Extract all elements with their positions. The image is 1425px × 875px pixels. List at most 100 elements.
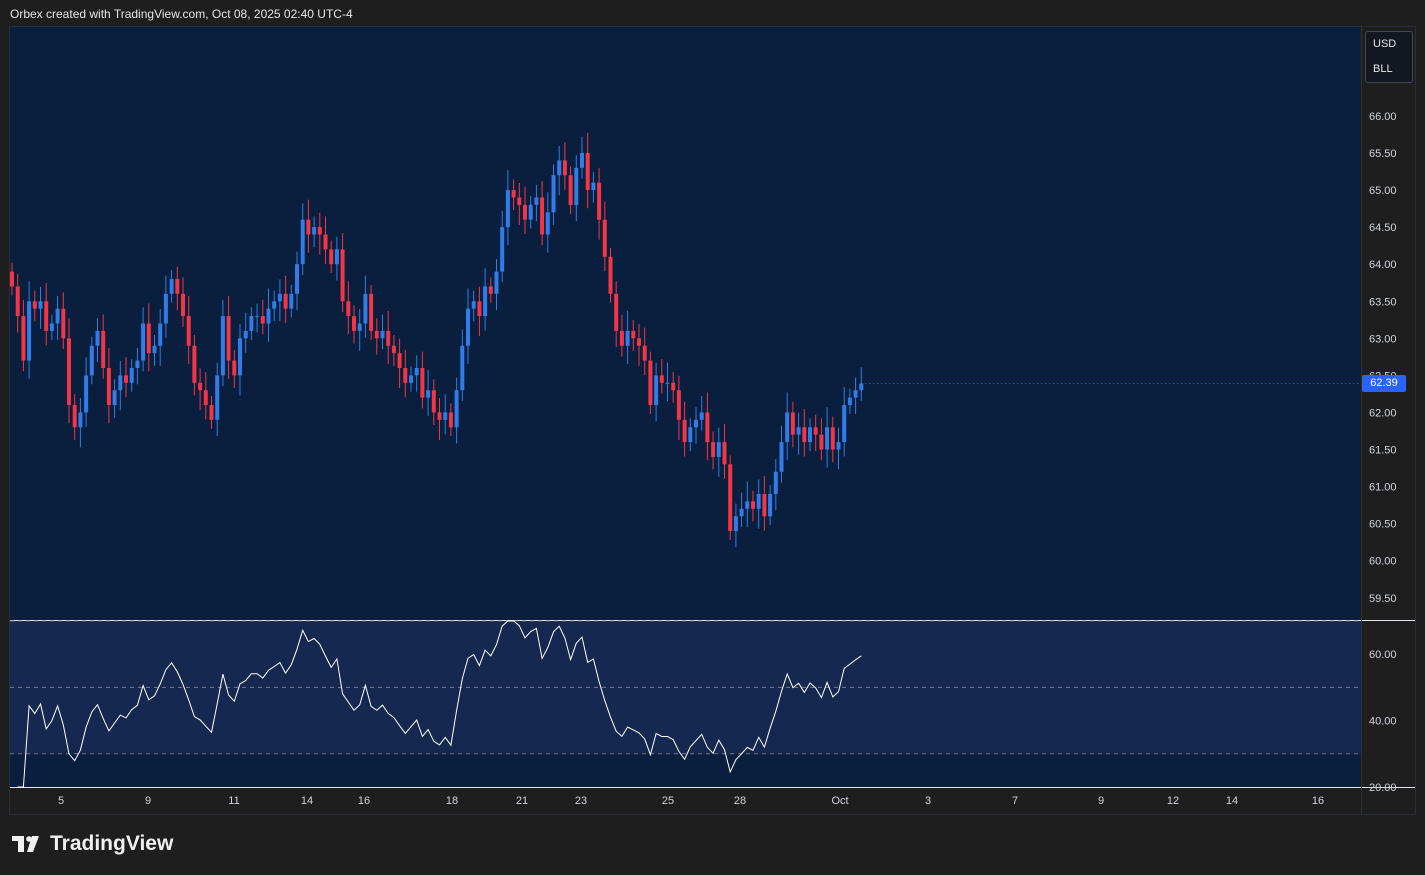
candle-body bbox=[186, 316, 191, 346]
time-tick-label: 9 bbox=[1098, 795, 1104, 807]
candle-body bbox=[124, 375, 128, 383]
candle-body bbox=[642, 345, 647, 361]
candle-body bbox=[614, 293, 619, 331]
price-tick-label: 60.00 bbox=[1369, 556, 1397, 568]
time-tick-label: 23 bbox=[575, 795, 587, 807]
candle-body bbox=[756, 493, 761, 509]
candle-body bbox=[226, 316, 231, 361]
candle-body bbox=[471, 301, 476, 309]
candle-body bbox=[574, 167, 579, 205]
candle-body bbox=[32, 301, 37, 309]
time-tick-label: 16 bbox=[1312, 795, 1324, 807]
candle-body bbox=[625, 330, 630, 346]
candle-body bbox=[608, 256, 613, 294]
candle-body bbox=[112, 390, 117, 406]
candle-body bbox=[380, 330, 385, 339]
candle-body bbox=[118, 375, 123, 391]
candle-body bbox=[232, 360, 237, 376]
candle-body bbox=[317, 227, 322, 235]
candle-body bbox=[10, 271, 14, 287]
time-tick-label: 16 bbox=[358, 795, 370, 807]
candle-body bbox=[728, 464, 733, 532]
candle-body bbox=[830, 427, 835, 450]
price-tick-label: 64.00 bbox=[1369, 259, 1397, 271]
price-tick-label: 64.50 bbox=[1369, 222, 1397, 234]
last-price-tag: 62.39 bbox=[1362, 374, 1406, 392]
candle-body bbox=[192, 345, 197, 383]
candle-body bbox=[676, 390, 681, 420]
time-tick-label: 21 bbox=[516, 795, 528, 807]
candle-body bbox=[716, 442, 721, 457]
candle-body bbox=[796, 427, 801, 435]
candle-body bbox=[72, 405, 77, 428]
candle-body bbox=[517, 197, 522, 205]
tradingview-logo-text: TradingView bbox=[50, 832, 174, 855]
candle-body bbox=[152, 345, 157, 354]
candle-body bbox=[181, 293, 185, 317]
candle-body bbox=[78, 412, 83, 428]
candle-body bbox=[209, 405, 214, 420]
candle-body bbox=[21, 316, 26, 361]
candle-body bbox=[722, 442, 727, 465]
candle-body bbox=[135, 360, 140, 368]
time-tick-label: 7 bbox=[1012, 795, 1018, 807]
time-tick-label: 12 bbox=[1167, 795, 1179, 807]
candle-body bbox=[323, 234, 328, 250]
candle-body bbox=[243, 330, 248, 339]
rsi-tick-label: 40.00 bbox=[1369, 716, 1397, 728]
time-tick-label: 9 bbox=[145, 795, 151, 807]
candle-body bbox=[346, 301, 351, 317]
candle-body bbox=[443, 412, 448, 420]
candle-body bbox=[420, 367, 425, 398]
time-tick-label: 11 bbox=[228, 795, 239, 807]
candle-body bbox=[523, 204, 527, 220]
candle-body bbox=[454, 390, 459, 428]
candle-body bbox=[391, 345, 396, 354]
candle-body bbox=[277, 293, 282, 302]
candle-body bbox=[203, 390, 208, 406]
candle-body bbox=[694, 419, 698, 428]
candle-body bbox=[409, 375, 413, 383]
candle-body bbox=[266, 308, 271, 324]
candle-body bbox=[585, 153, 590, 191]
candle-body bbox=[106, 367, 111, 406]
candle-body bbox=[790, 412, 795, 435]
symbol-badge[interactable]: USD BLL bbox=[1365, 31, 1413, 83]
candle-body bbox=[169, 279, 174, 294]
price-tick-label: 63.00 bbox=[1369, 333, 1397, 345]
candle-body bbox=[15, 286, 20, 317]
candle-body bbox=[369, 293, 374, 331]
candle-body bbox=[597, 182, 602, 220]
candle-body bbox=[745, 501, 750, 509]
price-tick-label: 60.50 bbox=[1369, 519, 1397, 531]
symbol-line-1: USD bbox=[1373, 38, 1397, 50]
candle-body bbox=[836, 442, 841, 450]
candle-body bbox=[163, 293, 168, 324]
candle-body bbox=[591, 182, 596, 191]
candle-body bbox=[312, 227, 317, 235]
candle-body bbox=[859, 383, 864, 391]
candle-body bbox=[431, 390, 436, 413]
price-tick-label: 59.50 bbox=[1369, 593, 1397, 605]
candle-body bbox=[38, 301, 43, 309]
candle-body bbox=[631, 330, 636, 339]
candle-body bbox=[808, 427, 812, 443]
candle-body bbox=[534, 197, 539, 205]
price-pane bbox=[10, 27, 1360, 620]
candle-body bbox=[334, 249, 339, 265]
candle-body bbox=[300, 219, 305, 265]
candle-body bbox=[158, 323, 163, 346]
candle-body bbox=[751, 501, 755, 509]
candle-body bbox=[283, 293, 288, 309]
candle-body bbox=[659, 375, 664, 383]
time-tick-label: 14 bbox=[1226, 795, 1238, 807]
candle-body bbox=[129, 367, 134, 383]
candle-body bbox=[141, 323, 146, 361]
candle-body bbox=[101, 330, 106, 368]
candle-body bbox=[665, 382, 670, 384]
candle-body bbox=[699, 412, 704, 420]
candle-body bbox=[357, 323, 362, 331]
price-tick-label: 63.50 bbox=[1369, 296, 1397, 308]
candle-body bbox=[306, 219, 311, 235]
